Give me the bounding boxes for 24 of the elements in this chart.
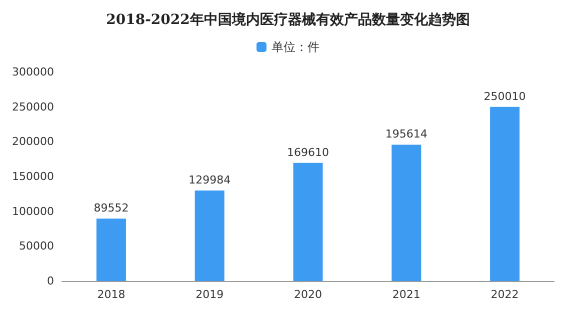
y-tick-label: 300000	[12, 66, 54, 78]
bar	[392, 144, 422, 281]
bar	[194, 190, 224, 281]
y-tick-label: 0	[47, 274, 54, 288]
bar	[96, 218, 126, 281]
data-label: 129984	[188, 173, 231, 186]
bar	[293, 162, 323, 281]
y-tick-label: 50000	[19, 240, 54, 253]
x-tick-label: 2020	[294, 288, 322, 301]
y-tick-label: 200000	[12, 135, 54, 148]
x-tick-label: 2022	[490, 288, 519, 301]
data-label: 169610	[287, 146, 329, 159]
x-tick-label: 2021	[392, 288, 420, 301]
legend-label: 单位：件	[272, 40, 320, 54]
x-tick-label: 2018	[97, 288, 126, 301]
y-tick-label: 250000	[12, 100, 54, 114]
bar	[490, 106, 520, 281]
data-label: 250010	[484, 90, 526, 103]
y-tick-label: 150000	[12, 170, 54, 183]
data-label: 195614	[385, 128, 428, 141]
chart-title: 2018-2022年中国境内医疗器械有效产品数量变化趋势图	[106, 11, 470, 28]
x-tick-label: 2019	[196, 288, 224, 301]
y-tick-label: 100000	[12, 204, 54, 218]
data-label: 89552	[94, 202, 129, 215]
